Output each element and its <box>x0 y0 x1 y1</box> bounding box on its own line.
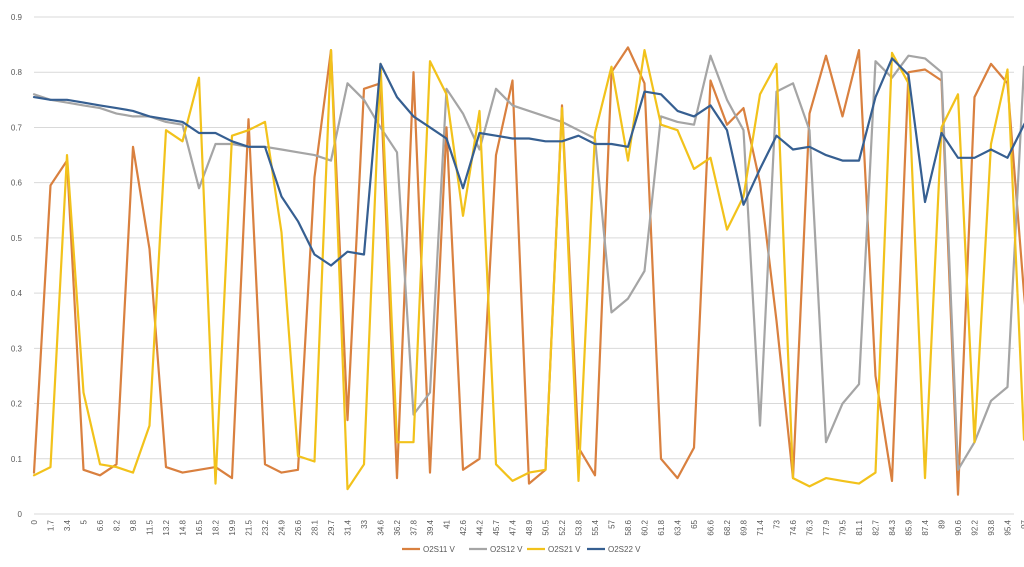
series-line-o2s11-v <box>32 46 1024 496</box>
x-tick-label: 13.2 <box>162 519 171 535</box>
x-tick-label: 42.6 <box>459 519 468 535</box>
x-tick-label: 19.9 <box>228 519 237 535</box>
x-tick-label: 48.9 <box>525 519 534 535</box>
x-tick-label: 81.1 <box>855 519 864 535</box>
x-tick-label: 74.6 <box>789 519 798 535</box>
x-tick-label: 82.7 <box>872 519 881 535</box>
x-tick-label: 93.8 <box>987 519 996 535</box>
x-tick-label: 3.4 <box>63 519 72 531</box>
x-tick-label: 23.2 <box>261 519 270 535</box>
x-tick-label: 57 <box>608 519 617 528</box>
y-tick-label: 0.6 <box>11 179 23 188</box>
x-tick-label: 50.5 <box>542 519 551 535</box>
y-tick-label: 0.3 <box>11 344 23 353</box>
x-tick-label: 36.2 <box>393 519 402 535</box>
x-tick-label: 58.6 <box>624 519 633 535</box>
x-tick-label: 0 <box>30 519 39 524</box>
x-tick-label: 89 <box>938 519 947 528</box>
x-tick-label: 63.4 <box>674 519 683 535</box>
x-tick-label: 87.4 <box>921 519 930 535</box>
x-tick-label: 60.2 <box>641 519 650 535</box>
x-tick-label: 71.4 <box>756 519 765 535</box>
x-tick-label: 41 <box>443 519 452 528</box>
y-tick-label: 0.2 <box>11 400 23 409</box>
y-axis-ticks: 0 0.1 0.2 0.3 0.4 0.5 0.6 0.7 0.8 0.9 <box>11 13 23 519</box>
x-tick-label: 39.4 <box>426 519 435 535</box>
x-tick-label: 26.6 <box>294 519 303 535</box>
x-tick-label: 92.2 <box>971 519 980 535</box>
x-tick-label: 61.8 <box>657 519 666 535</box>
legend: O2S11 V O2S12 V O2S21 V O2S22 V <box>402 545 641 554</box>
x-tick-label: 29.7 <box>327 519 336 535</box>
legend-label: O2S21 V <box>548 545 581 554</box>
x-tick-label: 73 <box>773 519 782 528</box>
y-tick-label: 0.8 <box>11 68 23 77</box>
y-tick-label: 0.7 <box>11 123 23 132</box>
x-tick-label: 5 <box>80 519 89 524</box>
x-tick-label: 44.2 <box>476 519 485 535</box>
x-tick-label: 21.5 <box>245 519 254 535</box>
x-tick-label: 66.6 <box>707 519 716 535</box>
x-tick-label: 11.5 <box>146 519 155 535</box>
y-tick-label: 0.4 <box>11 289 23 298</box>
gridlines <box>34 16 1014 515</box>
legend-label: O2S11 V <box>423 545 456 554</box>
x-tick-label: 24.9 <box>278 519 287 535</box>
x-tick-label: 55.4 <box>591 519 600 535</box>
y-tick-label: 0.5 <box>11 234 23 243</box>
x-tick-label: 8.2 <box>113 519 122 531</box>
x-tick-label: 14.8 <box>179 519 188 535</box>
x-tick-label: 84.3 <box>888 519 897 535</box>
series-line-o2s21-v <box>32 48 1024 491</box>
x-tick-label: 52.2 <box>558 519 567 535</box>
series-lines <box>32 46 1024 496</box>
x-tick-label: 45.7 <box>492 519 501 535</box>
x-tick-label: 33 <box>360 519 369 528</box>
x-tick-label: 69.8 <box>740 519 749 535</box>
series-line-o2s12-v <box>32 54 1024 471</box>
y-tick-label: 0.1 <box>11 455 23 464</box>
x-tick-label: 18.2 <box>212 519 221 535</box>
x-tick-label: 31.4 <box>344 519 353 535</box>
x-tick-label: 76.3 <box>806 519 815 535</box>
x-tick-label: 79.5 <box>839 519 848 535</box>
x-tick-label: 85.9 <box>905 519 914 535</box>
y-tick-label: 0.9 <box>11 13 23 22</box>
x-tick-label: 16.5 <box>195 519 204 535</box>
y-tick-label: 0 <box>18 510 23 519</box>
legend-label: O2S12 V <box>490 545 523 554</box>
x-tick-label: 65 <box>690 519 699 528</box>
x-tick-label: 77.9 <box>822 519 831 535</box>
series-line-o2s22-v <box>32 57 1024 267</box>
x-tick-label: 6.6 <box>96 519 105 531</box>
x-tick-label: 90.6 <box>954 519 963 535</box>
x-tick-label: 95.4 <box>1004 519 1013 535</box>
x-tick-label: 37.8 <box>410 519 419 535</box>
x-tick-label: 9.8 <box>129 519 138 531</box>
x-tick-label: 68.2 <box>723 519 732 535</box>
x-tick-label: 97 <box>1020 519 1024 528</box>
x-tick-label: 53.8 <box>575 519 584 535</box>
x-tick-label: 47.4 <box>509 519 518 535</box>
legend-label: O2S22 V <box>608 545 641 554</box>
x-tick-label: 28.1 <box>311 519 320 535</box>
x-axis-ticks: 0 1.7 3.4 5 6.6 8.2 9.8 11.5 13.2 14.8 16.5 18.2 19.… <box>30 519 1024 535</box>
x-tick-label: 1.7 <box>47 519 56 531</box>
x-tick-label: 34.6 <box>377 519 386 535</box>
